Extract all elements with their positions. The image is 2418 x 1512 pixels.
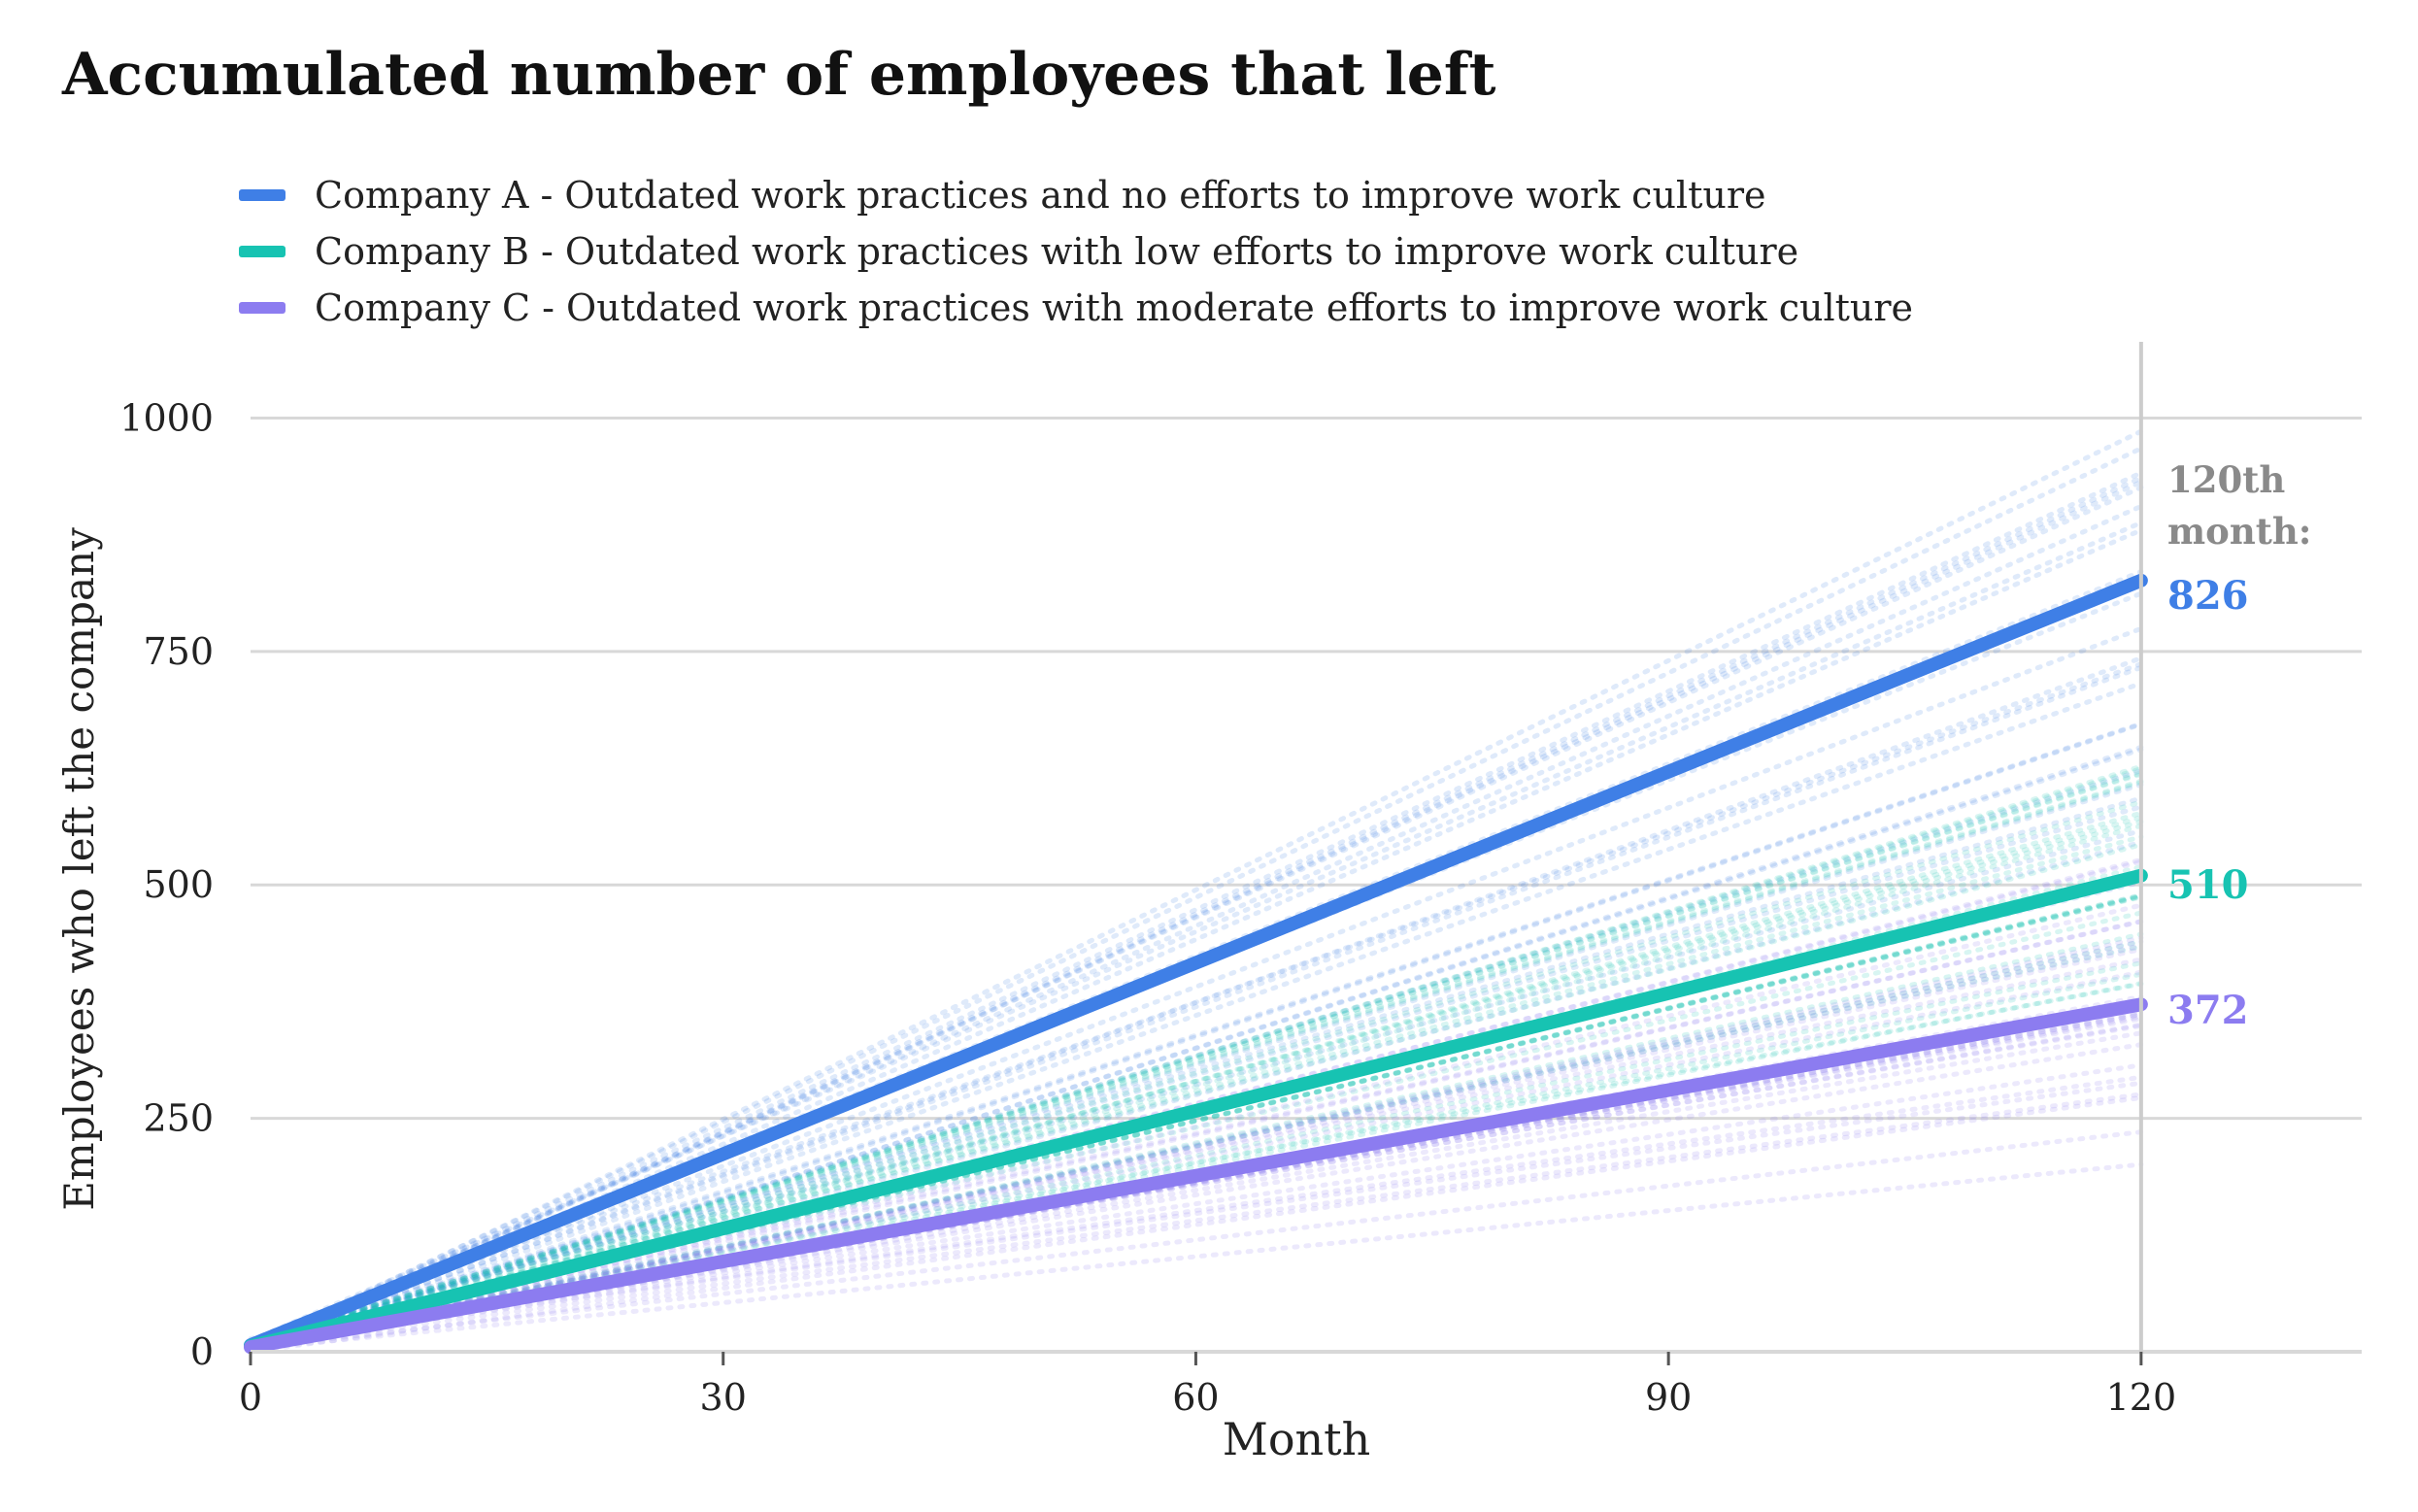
annotation-header-line1: 120th (2167, 458, 2285, 501)
y-tick-label-1000: 1000 (119, 396, 214, 439)
y-tick-label-250: 250 (143, 1097, 214, 1140)
trace-series-0-8 (248, 795, 2144, 1344)
trace-series-2-18 (248, 957, 2144, 1347)
trace-series-2-2 (248, 1080, 2144, 1347)
trace-series-0-4 (248, 768, 2144, 1344)
trace-series-1-15 (248, 893, 2144, 1348)
x-tick-label-90: 90 (1645, 1376, 1692, 1419)
trace-series-0-16 (248, 681, 2144, 1351)
end-value-company-b: 510 (2167, 862, 2249, 908)
trace-series-0-24 (248, 479, 2144, 1354)
trace-series-1-14 (248, 815, 2144, 1348)
trace-series-0-11 (248, 655, 2144, 1350)
x-tick-label-120: 120 (2106, 1376, 2177, 1419)
x-tick-label-60: 60 (1172, 1376, 1219, 1419)
legend-item-company-b: Company B - Outdated work practices with… (239, 223, 1913, 280)
trace-series-0-9 (248, 661, 2144, 1344)
trace-series-2-0 (248, 1129, 2144, 1351)
trace-series-0-26 (248, 428, 2144, 1352)
trace-series-0-6 (248, 722, 2144, 1352)
x-axis-label: Month (1223, 1413, 1371, 1465)
trace-series-0-22 (248, 520, 2144, 1344)
axes: 0 250 500 750 1000 0 30 60 90 120 (119, 342, 2362, 1419)
end-value-company-a: 826 (2167, 573, 2249, 619)
trace-series-1-20 (248, 834, 2144, 1348)
trace-series-0-21 (248, 485, 2144, 1351)
trace-series-2-20 (248, 943, 2144, 1350)
mean-lines (244, 573, 2148, 1355)
x-tick-label-0: 0 (239, 1376, 262, 1419)
mean-line-series-2 (244, 997, 2148, 1355)
trace-series-2-17 (248, 919, 2144, 1348)
trace-series-0-7 (248, 744, 2144, 1352)
trace-series-0-14 (248, 664, 2144, 1349)
trace-series-1-17 (248, 799, 2144, 1347)
trace-series-1-8 (248, 894, 2144, 1347)
legend-item-company-c: Company C - Outdated work practices with… (239, 280, 1913, 336)
trace-series-1-1 (248, 971, 2144, 1355)
trace-series-2-1 (248, 1161, 2144, 1352)
grid-lines (251, 416, 2362, 1121)
trace-series-1-16 (248, 823, 2144, 1350)
trace-series-2-22 (248, 939, 2144, 1355)
trace-series-0-10 (248, 782, 2144, 1349)
trace-series-2-19 (248, 919, 2144, 1352)
trace-series-1-19 (248, 763, 2144, 1349)
trace-series-1-27 (248, 770, 2144, 1346)
end-value-company-c: 372 (2167, 988, 2249, 1033)
legend-label-company-b: Company B - Outdated work practices with… (315, 230, 1799, 273)
legend-swatch-company-a (239, 189, 285, 201)
trace-series-1-26 (248, 771, 2144, 1345)
y-tick-label-0: 0 (190, 1330, 214, 1373)
trace-series-0-12 (248, 721, 2144, 1350)
simulation-traces (248, 428, 2144, 1355)
x-tick-label-30: 30 (700, 1376, 747, 1419)
legend-swatch-company-c (239, 302, 285, 314)
trace-series-1-7 (248, 910, 2144, 1345)
trace-series-0-19 (248, 527, 2144, 1352)
trace-series-2-25 (248, 935, 2144, 1354)
trace-series-0-25 (248, 446, 2144, 1350)
chart-title: Accumulated number of employees that lef… (62, 41, 1496, 109)
legend: Company A - Outdated work practices and … (239, 167, 1913, 336)
trace-series-1-23 (248, 819, 2144, 1344)
trace-series-1-3 (248, 931, 2144, 1355)
trace-series-1-25 (248, 766, 2144, 1346)
trace-series-1-22 (248, 780, 2144, 1347)
trace-series-1-24 (248, 810, 2144, 1352)
trace-series-2-23 (248, 902, 2144, 1351)
legend-label-company-c: Company C - Outdated work practices with… (315, 286, 1914, 329)
trace-series-0-17 (248, 625, 2144, 1348)
trace-series-0-5 (248, 747, 2144, 1350)
y-tick-label-500: 500 (143, 863, 214, 906)
trace-series-1-9 (248, 944, 2144, 1349)
trace-series-1-21 (248, 778, 2144, 1345)
trace-series-2-4 (248, 1074, 2144, 1347)
annotation-header-line2: month: (2167, 510, 2311, 553)
trace-series-0-18 (248, 503, 2144, 1349)
trace-series-1-4 (248, 960, 2144, 1352)
mean-line-series-1 (244, 868, 2148, 1354)
trace-series-1-18 (248, 842, 2144, 1346)
trace-series-0-2 (248, 804, 2144, 1346)
trace-series-1-5 (248, 939, 2144, 1352)
legend-item-company-a: Company A - Outdated work practices and … (239, 167, 1913, 223)
y-tick-label-750: 750 (143, 630, 214, 673)
trace-series-0-27 (248, 470, 2144, 1350)
legend-label-company-a: Company A - Outdated work practices and … (315, 174, 1766, 217)
legend-swatch-company-b (239, 246, 285, 257)
trace-series-2-5 (248, 1094, 2144, 1355)
trace-series-2-24 (248, 947, 2144, 1354)
y-axis-label: Employees who left the company (55, 527, 103, 1211)
mean-line-series-0 (244, 573, 2148, 1353)
trace-series-0-1 (248, 827, 2144, 1342)
trace-series-2-6 (248, 1092, 2144, 1350)
trace-series-0-23 (248, 475, 2144, 1354)
